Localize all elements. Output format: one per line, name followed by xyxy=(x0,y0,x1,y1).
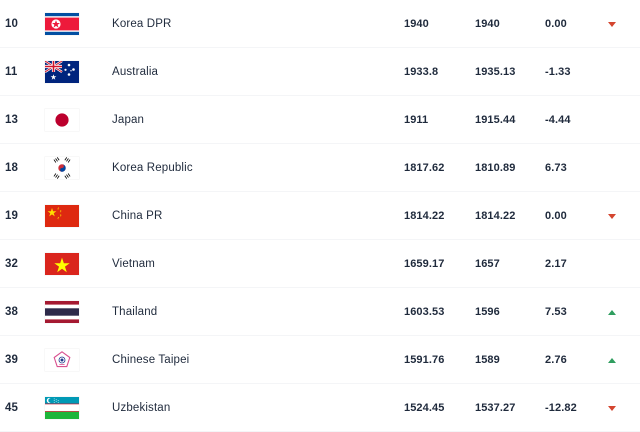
country-flag-cell xyxy=(45,109,112,131)
rank-value: 19 xyxy=(5,210,18,222)
flag-japan-icon xyxy=(45,109,79,131)
country-flag-cell xyxy=(45,205,112,227)
country-flag-cell xyxy=(45,349,112,371)
triangle-down-icon xyxy=(608,405,616,411)
points-value: 1603.53 xyxy=(404,306,445,318)
country-name[interactable]: Korea DPR xyxy=(112,18,172,30)
delta-value: 6.73 xyxy=(545,162,567,174)
points-value: 1659.17 xyxy=(404,258,445,270)
country-name[interactable]: Uzbekistan xyxy=(112,402,171,414)
rank-value: 32 xyxy=(5,258,18,270)
table-row[interactable]: 32 Vietnam 1659.17 1657 2.17 xyxy=(0,240,640,288)
trend-cell xyxy=(600,309,640,315)
flag-uzbekistan-icon xyxy=(45,397,79,419)
rank-value: 38 xyxy=(5,306,18,318)
delta-value: -1.33 xyxy=(545,66,571,78)
points-value: 1933.8 xyxy=(404,66,439,78)
flag-china-pr-icon xyxy=(45,205,79,227)
trend-cell xyxy=(600,213,640,219)
previous-points-value: 1814.22 xyxy=(475,210,516,222)
table-row[interactable]: 13 Japan 1911 1915.44 -4.44 xyxy=(0,96,640,144)
country-name[interactable]: Australia xyxy=(112,66,159,78)
table-row[interactable]: 18 Korea Republic 1817.62 1810.89 xyxy=(0,144,640,192)
table-row[interactable]: 38 Thailand 1603.53 1596 7.53 xyxy=(0,288,640,336)
country-flag-cell xyxy=(45,397,112,419)
points-value: 1817.62 xyxy=(404,162,445,174)
previous-points-value: 1940 xyxy=(475,18,500,30)
country-name[interactable]: China PR xyxy=(112,210,163,222)
triangle-down-icon xyxy=(608,21,616,27)
country-flag-cell xyxy=(45,253,112,275)
country-name[interactable]: Korea Republic xyxy=(112,162,193,174)
country-flag-cell xyxy=(45,157,112,179)
previous-points-value: 1596 xyxy=(475,306,500,318)
rank-value: 11 xyxy=(5,66,18,78)
country-flag-cell xyxy=(45,13,112,35)
delta-value: 2.17 xyxy=(545,258,567,270)
rank-value: 18 xyxy=(5,162,18,174)
flag-korea-republic-icon xyxy=(45,157,79,179)
previous-points-value: 1657 xyxy=(475,258,500,270)
delta-value: 2.76 xyxy=(545,354,567,366)
points-value: 1591.76 xyxy=(404,354,445,366)
flag-vietnam-icon xyxy=(45,253,79,275)
flag-korea-dpr-icon xyxy=(45,13,79,35)
table-row[interactable]: 39 Chinese Taipei 1591.76 1589 2.76 xyxy=(0,336,640,384)
points-value: 1524.45 xyxy=(404,402,445,414)
rank-value: 39 xyxy=(5,354,18,366)
table-row[interactable]: 10 Korea DPR 1940 1940 0.00 xyxy=(0,0,640,48)
delta-value: 7.53 xyxy=(545,306,567,318)
trend-cell xyxy=(600,357,640,363)
country-name[interactable]: Thailand xyxy=(112,306,158,318)
rank-value: 13 xyxy=(5,114,18,126)
flag-australia-icon xyxy=(45,61,79,83)
delta-value: 0.00 xyxy=(545,18,567,30)
flag-thailand-icon xyxy=(45,301,79,323)
rank-value: 10 xyxy=(5,18,18,30)
previous-points-value: 1935.13 xyxy=(475,66,516,78)
previous-points-value: 1589 xyxy=(475,354,500,366)
table-row[interactable]: 11 Australia 1933.8 1935.13 -1.33 xyxy=(0,48,640,96)
trend-cell xyxy=(600,21,640,27)
country-name[interactable]: Vietnam xyxy=(112,258,156,270)
delta-value: -12.82 xyxy=(545,402,577,414)
country-flag-cell xyxy=(45,301,112,323)
delta-value: -4.44 xyxy=(545,114,571,126)
country-name[interactable]: Chinese Taipei xyxy=(112,354,190,366)
points-value: 1911 xyxy=(404,114,429,126)
previous-points-value: 1537.27 xyxy=(475,402,516,414)
table-row[interactable]: 19 China PR 1814.22 1814.22 0.00 xyxy=(0,192,640,240)
country-name[interactable]: Japan xyxy=(112,114,145,126)
country-flag-cell xyxy=(45,61,112,83)
previous-points-value: 1810.89 xyxy=(475,162,516,174)
rank-value: 45 xyxy=(5,402,18,414)
triangle-up-icon xyxy=(608,357,616,363)
flag-chinese-taipei-icon xyxy=(45,349,79,371)
triangle-up-icon xyxy=(608,309,616,315)
triangle-down-icon xyxy=(608,213,616,219)
previous-points-value: 1915.44 xyxy=(475,114,516,126)
points-value: 1940 xyxy=(404,18,429,30)
trend-cell xyxy=(600,405,640,411)
delta-value: 0.00 xyxy=(545,210,567,222)
points-value: 1814.22 xyxy=(404,210,445,222)
